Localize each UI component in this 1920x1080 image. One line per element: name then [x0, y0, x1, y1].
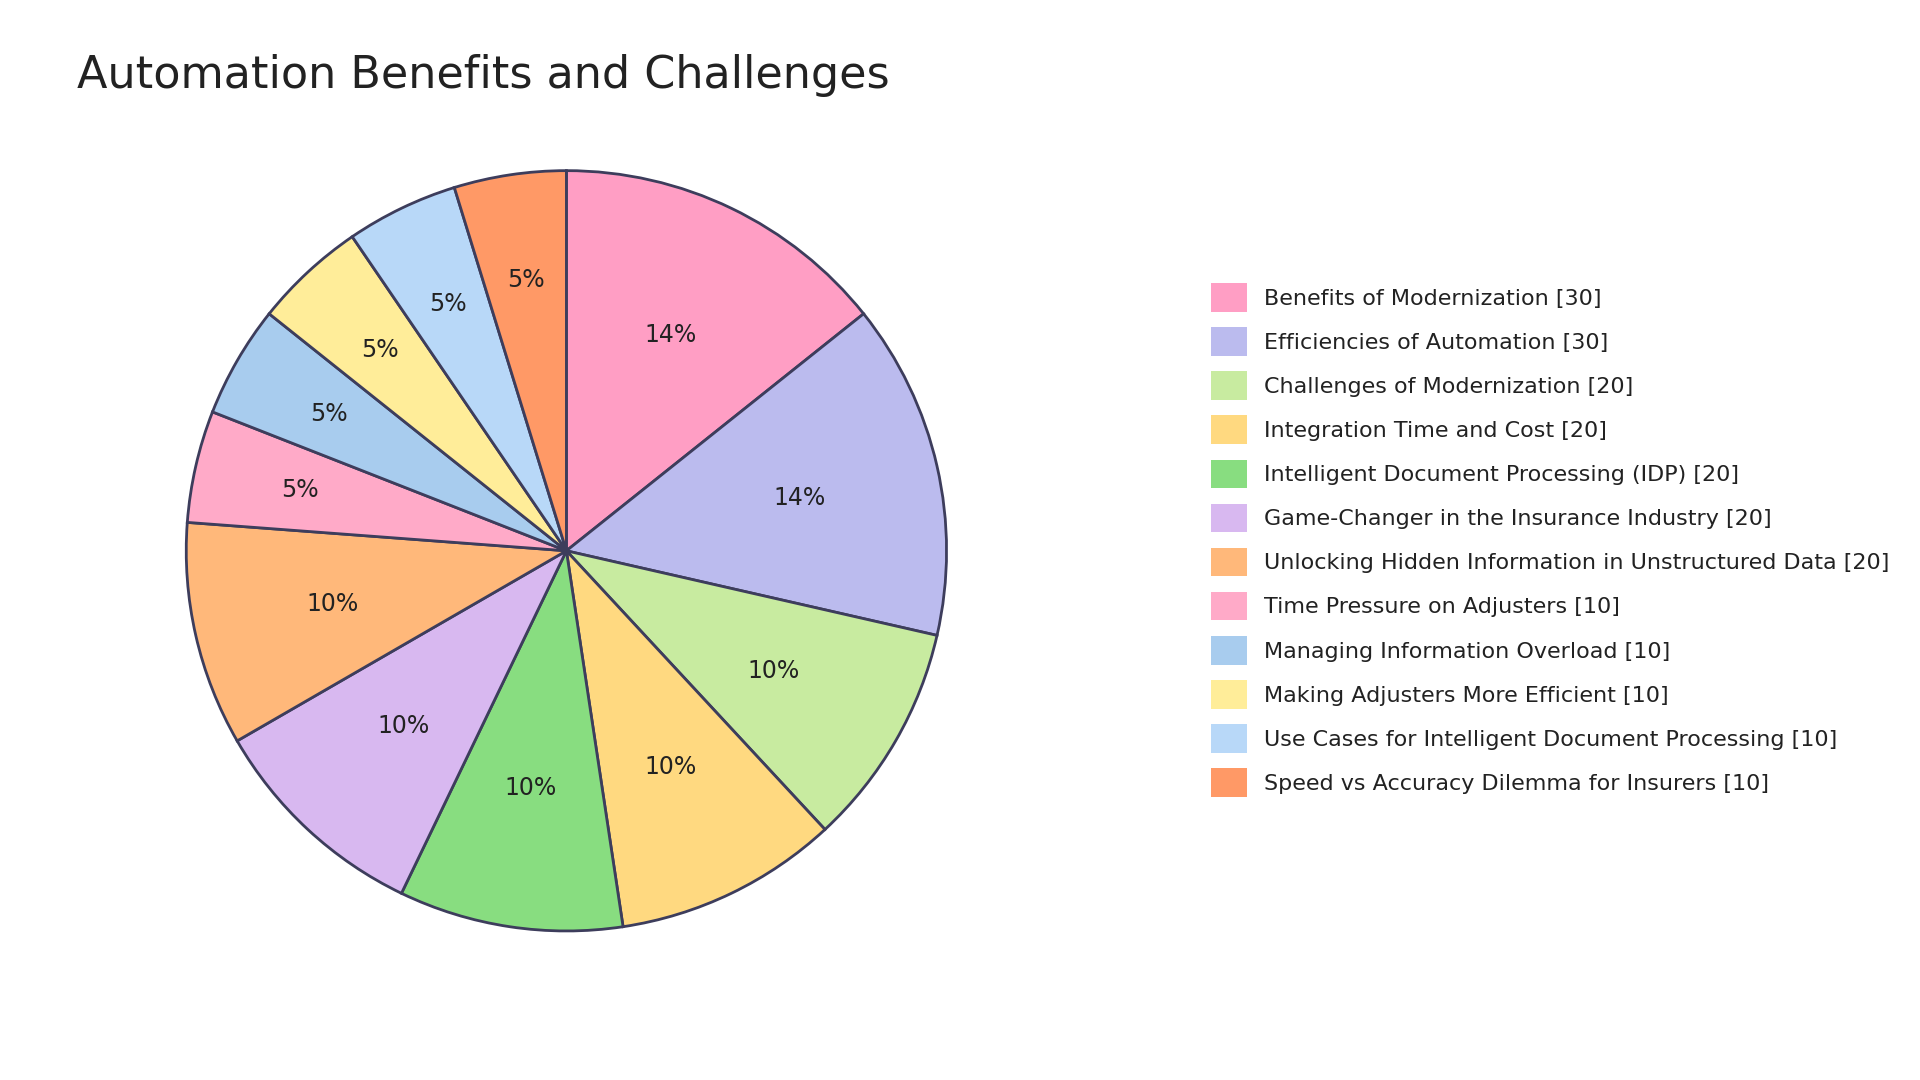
Wedge shape [566, 314, 947, 635]
Wedge shape [401, 551, 624, 931]
Text: 14%: 14% [645, 323, 697, 347]
Wedge shape [213, 314, 566, 551]
Text: 10%: 10% [747, 659, 801, 683]
Wedge shape [455, 171, 566, 551]
Text: 10%: 10% [645, 755, 697, 779]
Wedge shape [188, 411, 566, 551]
Wedge shape [566, 551, 826, 927]
Text: Automation Benefits and Challenges: Automation Benefits and Challenges [77, 54, 889, 97]
Wedge shape [269, 237, 566, 551]
Text: 10%: 10% [505, 775, 557, 799]
Wedge shape [186, 523, 566, 741]
Legend: Benefits of Modernization [30], Efficiencies of Automation [30], Challenges of M: Benefits of Modernization [30], Efficien… [1212, 283, 1889, 797]
Wedge shape [238, 551, 566, 893]
Text: 14%: 14% [774, 486, 826, 510]
Text: 10%: 10% [307, 592, 359, 616]
Text: 5%: 5% [428, 293, 467, 316]
Text: 5%: 5% [280, 477, 319, 502]
Wedge shape [351, 188, 566, 551]
Text: 5%: 5% [361, 338, 399, 362]
Wedge shape [566, 551, 937, 829]
Wedge shape [566, 171, 864, 551]
Text: 5%: 5% [311, 402, 348, 426]
Text: 10%: 10% [378, 714, 430, 739]
Text: 5%: 5% [507, 268, 545, 293]
